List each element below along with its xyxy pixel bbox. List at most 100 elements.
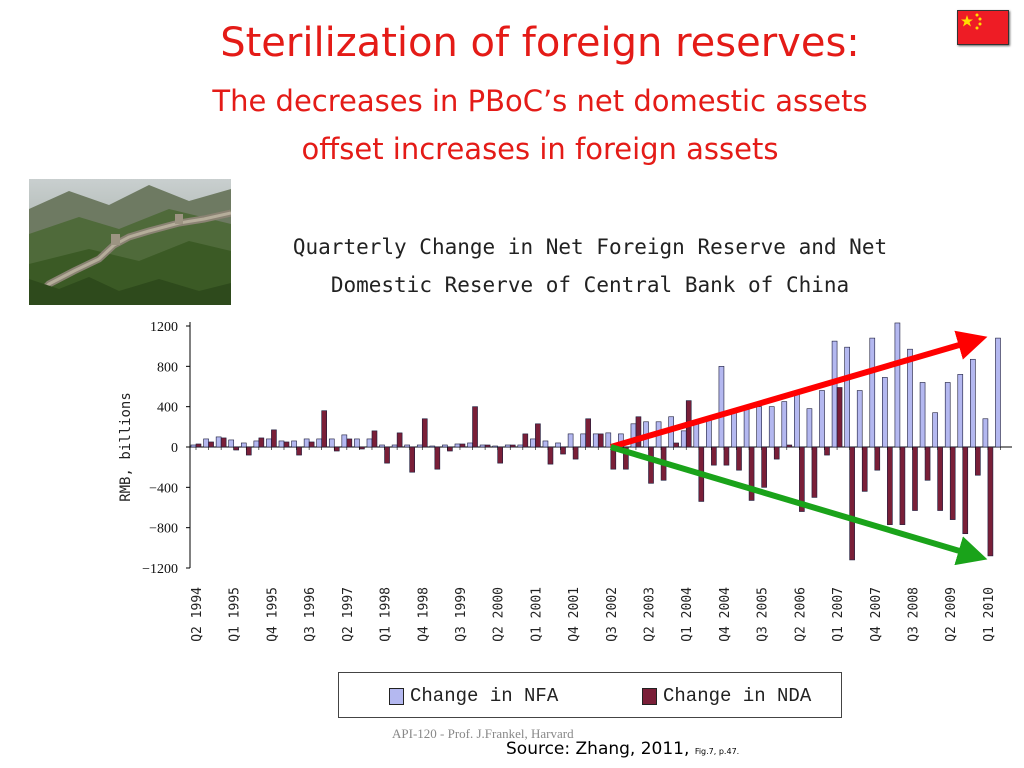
bar-nda xyxy=(220,437,227,448)
y-tick-label: 0 xyxy=(171,441,178,456)
y-tick-label: −400 xyxy=(149,481,178,496)
bar-nda xyxy=(861,446,868,492)
bar-nfa xyxy=(379,444,385,448)
bar-nfa xyxy=(416,444,423,448)
bar-nfa xyxy=(555,442,561,448)
x-tick-label: Q3 1999 xyxy=(454,587,469,642)
bar-nfa xyxy=(228,439,235,448)
bar-nfa xyxy=(580,433,586,448)
x-tick-label: Q2 1997 xyxy=(341,587,356,642)
bar-nda xyxy=(484,444,491,448)
bar-nda xyxy=(509,444,516,448)
x-tick-label: Q3 1996 xyxy=(303,587,318,642)
chart-title: Quarterly Change in Net Foreign Reserve … xyxy=(240,228,940,304)
x-tick-label: Q4 1995 xyxy=(265,587,280,642)
footer-course: API-120 - Prof. J.Frankel, Harvard xyxy=(392,726,574,741)
bar-nfa xyxy=(354,438,360,448)
bar-nfa xyxy=(517,444,524,448)
bar-nda xyxy=(962,446,969,535)
bar-nda xyxy=(874,446,881,471)
legend-label-nda: Change in NDA xyxy=(663,685,812,707)
bar-nfa xyxy=(442,444,448,448)
bar-nfa xyxy=(253,440,260,448)
bar-nfa xyxy=(341,434,348,448)
bar-nda xyxy=(434,446,441,470)
bar-nfa xyxy=(970,358,976,448)
x-tick-label: Q4 2004 xyxy=(718,587,733,642)
bar-nda xyxy=(635,416,642,448)
bar-nda xyxy=(472,406,478,448)
bar-nfa xyxy=(794,394,800,448)
bar-nfa xyxy=(266,438,272,448)
bar-nda xyxy=(597,433,604,448)
bar-nda xyxy=(459,443,466,448)
bar-nda xyxy=(711,446,717,466)
bar-nfa xyxy=(316,438,323,448)
slide-subtitle-line2: offset increases in foreign assets xyxy=(301,132,779,166)
bar-nda xyxy=(648,446,654,484)
bar-nfa xyxy=(605,432,612,448)
bar-nfa xyxy=(869,337,876,448)
bar-nfa xyxy=(781,401,788,448)
bar-nda xyxy=(899,446,906,525)
bar-nda xyxy=(773,446,780,460)
trend-arrow-up xyxy=(609,330,988,450)
x-tick-label: Q1 1998 xyxy=(379,587,394,642)
x-tick-label: Q1 2007 xyxy=(831,587,846,642)
bar-nfa xyxy=(894,322,901,448)
x-tick-label: Q4 1998 xyxy=(416,587,431,642)
bar-nda xyxy=(497,446,503,464)
bar-nfa xyxy=(391,444,398,448)
x-tick-label: Q3 2005 xyxy=(756,587,771,642)
y-tick-label: 800 xyxy=(157,360,178,375)
x-tick-label: Q1 2001 xyxy=(529,587,544,642)
bar-nfa xyxy=(190,444,197,448)
bar-nfa xyxy=(680,430,687,448)
bar-nda xyxy=(384,446,390,464)
bar-nda xyxy=(359,446,365,450)
bar-nfa xyxy=(567,433,574,448)
bar-nda xyxy=(396,432,403,448)
bar-nda xyxy=(233,446,240,451)
slide-subtitle-line1: The decreases in PBoC’s net domestic ass… xyxy=(212,84,868,118)
bar-nfa xyxy=(492,445,498,448)
bar-nfa xyxy=(957,374,964,448)
bar-nfa xyxy=(429,445,436,448)
x-tick-label: Q2 2006 xyxy=(793,587,808,642)
bar-nda xyxy=(799,446,805,512)
bar-nda xyxy=(535,423,541,448)
bar-nda xyxy=(748,446,755,501)
footer-source: Source: Zhang, 2011, Fig.7, p.47. xyxy=(506,739,739,759)
legend-item-nda: Change in NDA xyxy=(642,685,811,707)
bar-nda xyxy=(333,446,340,452)
bar-nfa xyxy=(467,442,473,448)
bar-nfa xyxy=(718,366,725,448)
china-flag-icon xyxy=(957,10,1009,45)
bar-nda xyxy=(924,446,931,481)
bar-nfa xyxy=(768,406,775,448)
source-figure-ref: Fig.7, p.47. xyxy=(694,747,740,756)
y-tick-label: −800 xyxy=(149,522,178,537)
bar-nda xyxy=(346,438,353,448)
bar-nda xyxy=(912,446,918,511)
bar-nfa xyxy=(743,406,750,448)
bar-nda xyxy=(283,441,290,448)
bar-nda xyxy=(547,446,554,465)
bar-nda xyxy=(723,446,730,466)
bar-nfa xyxy=(530,438,536,448)
bar-nfa xyxy=(919,382,926,448)
bar-nfa xyxy=(932,412,938,448)
bar-nfa xyxy=(982,418,989,448)
great-wall-landscape xyxy=(26,179,232,308)
bar-nfa xyxy=(944,382,951,448)
legend-swatch-nfa xyxy=(389,687,404,705)
chart-title-line2: Domestic Reserve of Central Bank of Chin… xyxy=(330,273,850,297)
bar-nfa xyxy=(278,440,285,448)
bar-nfa xyxy=(366,438,373,448)
bar-nda xyxy=(208,441,214,448)
legend-label-nfa: Change in NFA xyxy=(410,685,559,707)
bar-nfa xyxy=(831,340,838,448)
bar-nfa xyxy=(731,410,737,448)
bar-nfa xyxy=(504,444,511,448)
